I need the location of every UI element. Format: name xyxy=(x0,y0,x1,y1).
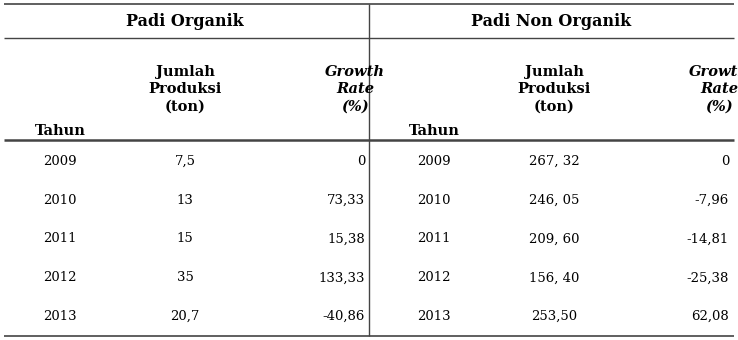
Text: 20,7: 20,7 xyxy=(170,310,200,323)
Text: 2013: 2013 xyxy=(417,310,451,323)
Text: -7,96: -7,96 xyxy=(694,194,729,207)
Text: 0: 0 xyxy=(356,155,365,168)
Text: 2011: 2011 xyxy=(417,233,451,245)
Text: -40,86: -40,86 xyxy=(323,310,365,323)
Text: 209, 60: 209, 60 xyxy=(528,233,579,245)
Text: 156, 40: 156, 40 xyxy=(529,271,579,284)
Text: Padi Non Organik: Padi Non Organik xyxy=(472,13,632,30)
Text: 2009: 2009 xyxy=(417,155,451,168)
Text: 13: 13 xyxy=(176,194,193,207)
Text: -25,38: -25,38 xyxy=(686,271,729,284)
Text: 2012: 2012 xyxy=(417,271,451,284)
Text: Tahun: Tahun xyxy=(35,124,86,138)
Text: 2012: 2012 xyxy=(44,271,77,284)
Text: Jumlah
Produksi
(ton): Jumlah Produksi (ton) xyxy=(517,65,590,113)
Text: -14,81: -14,81 xyxy=(687,233,729,245)
Text: Tahun: Tahun xyxy=(409,124,460,138)
Text: 246, 05: 246, 05 xyxy=(529,194,579,207)
Text: 15: 15 xyxy=(176,233,193,245)
Text: 35: 35 xyxy=(176,271,193,284)
Text: 133,33: 133,33 xyxy=(319,271,365,284)
Text: Jumlah
Produksi
(ton): Jumlah Produksi (ton) xyxy=(148,65,221,113)
Text: 2010: 2010 xyxy=(44,194,77,207)
Text: 62,08: 62,08 xyxy=(692,310,729,323)
Text: 0: 0 xyxy=(720,155,729,168)
Text: Growth
Rate
(%): Growth Rate (%) xyxy=(325,65,385,113)
Text: 2013: 2013 xyxy=(44,310,77,323)
Text: 267, 32: 267, 32 xyxy=(528,155,579,168)
Text: 2010: 2010 xyxy=(417,194,451,207)
Text: 253,50: 253,50 xyxy=(531,310,577,323)
Text: Growth
Rate
(%): Growth Rate (%) xyxy=(689,65,738,113)
Text: 2009: 2009 xyxy=(44,155,77,168)
Text: 7,5: 7,5 xyxy=(174,155,196,168)
Text: Padi Organik: Padi Organik xyxy=(125,13,244,30)
Text: 2011: 2011 xyxy=(44,233,77,245)
Text: 73,33: 73,33 xyxy=(327,194,365,207)
Text: 15,38: 15,38 xyxy=(327,233,365,245)
